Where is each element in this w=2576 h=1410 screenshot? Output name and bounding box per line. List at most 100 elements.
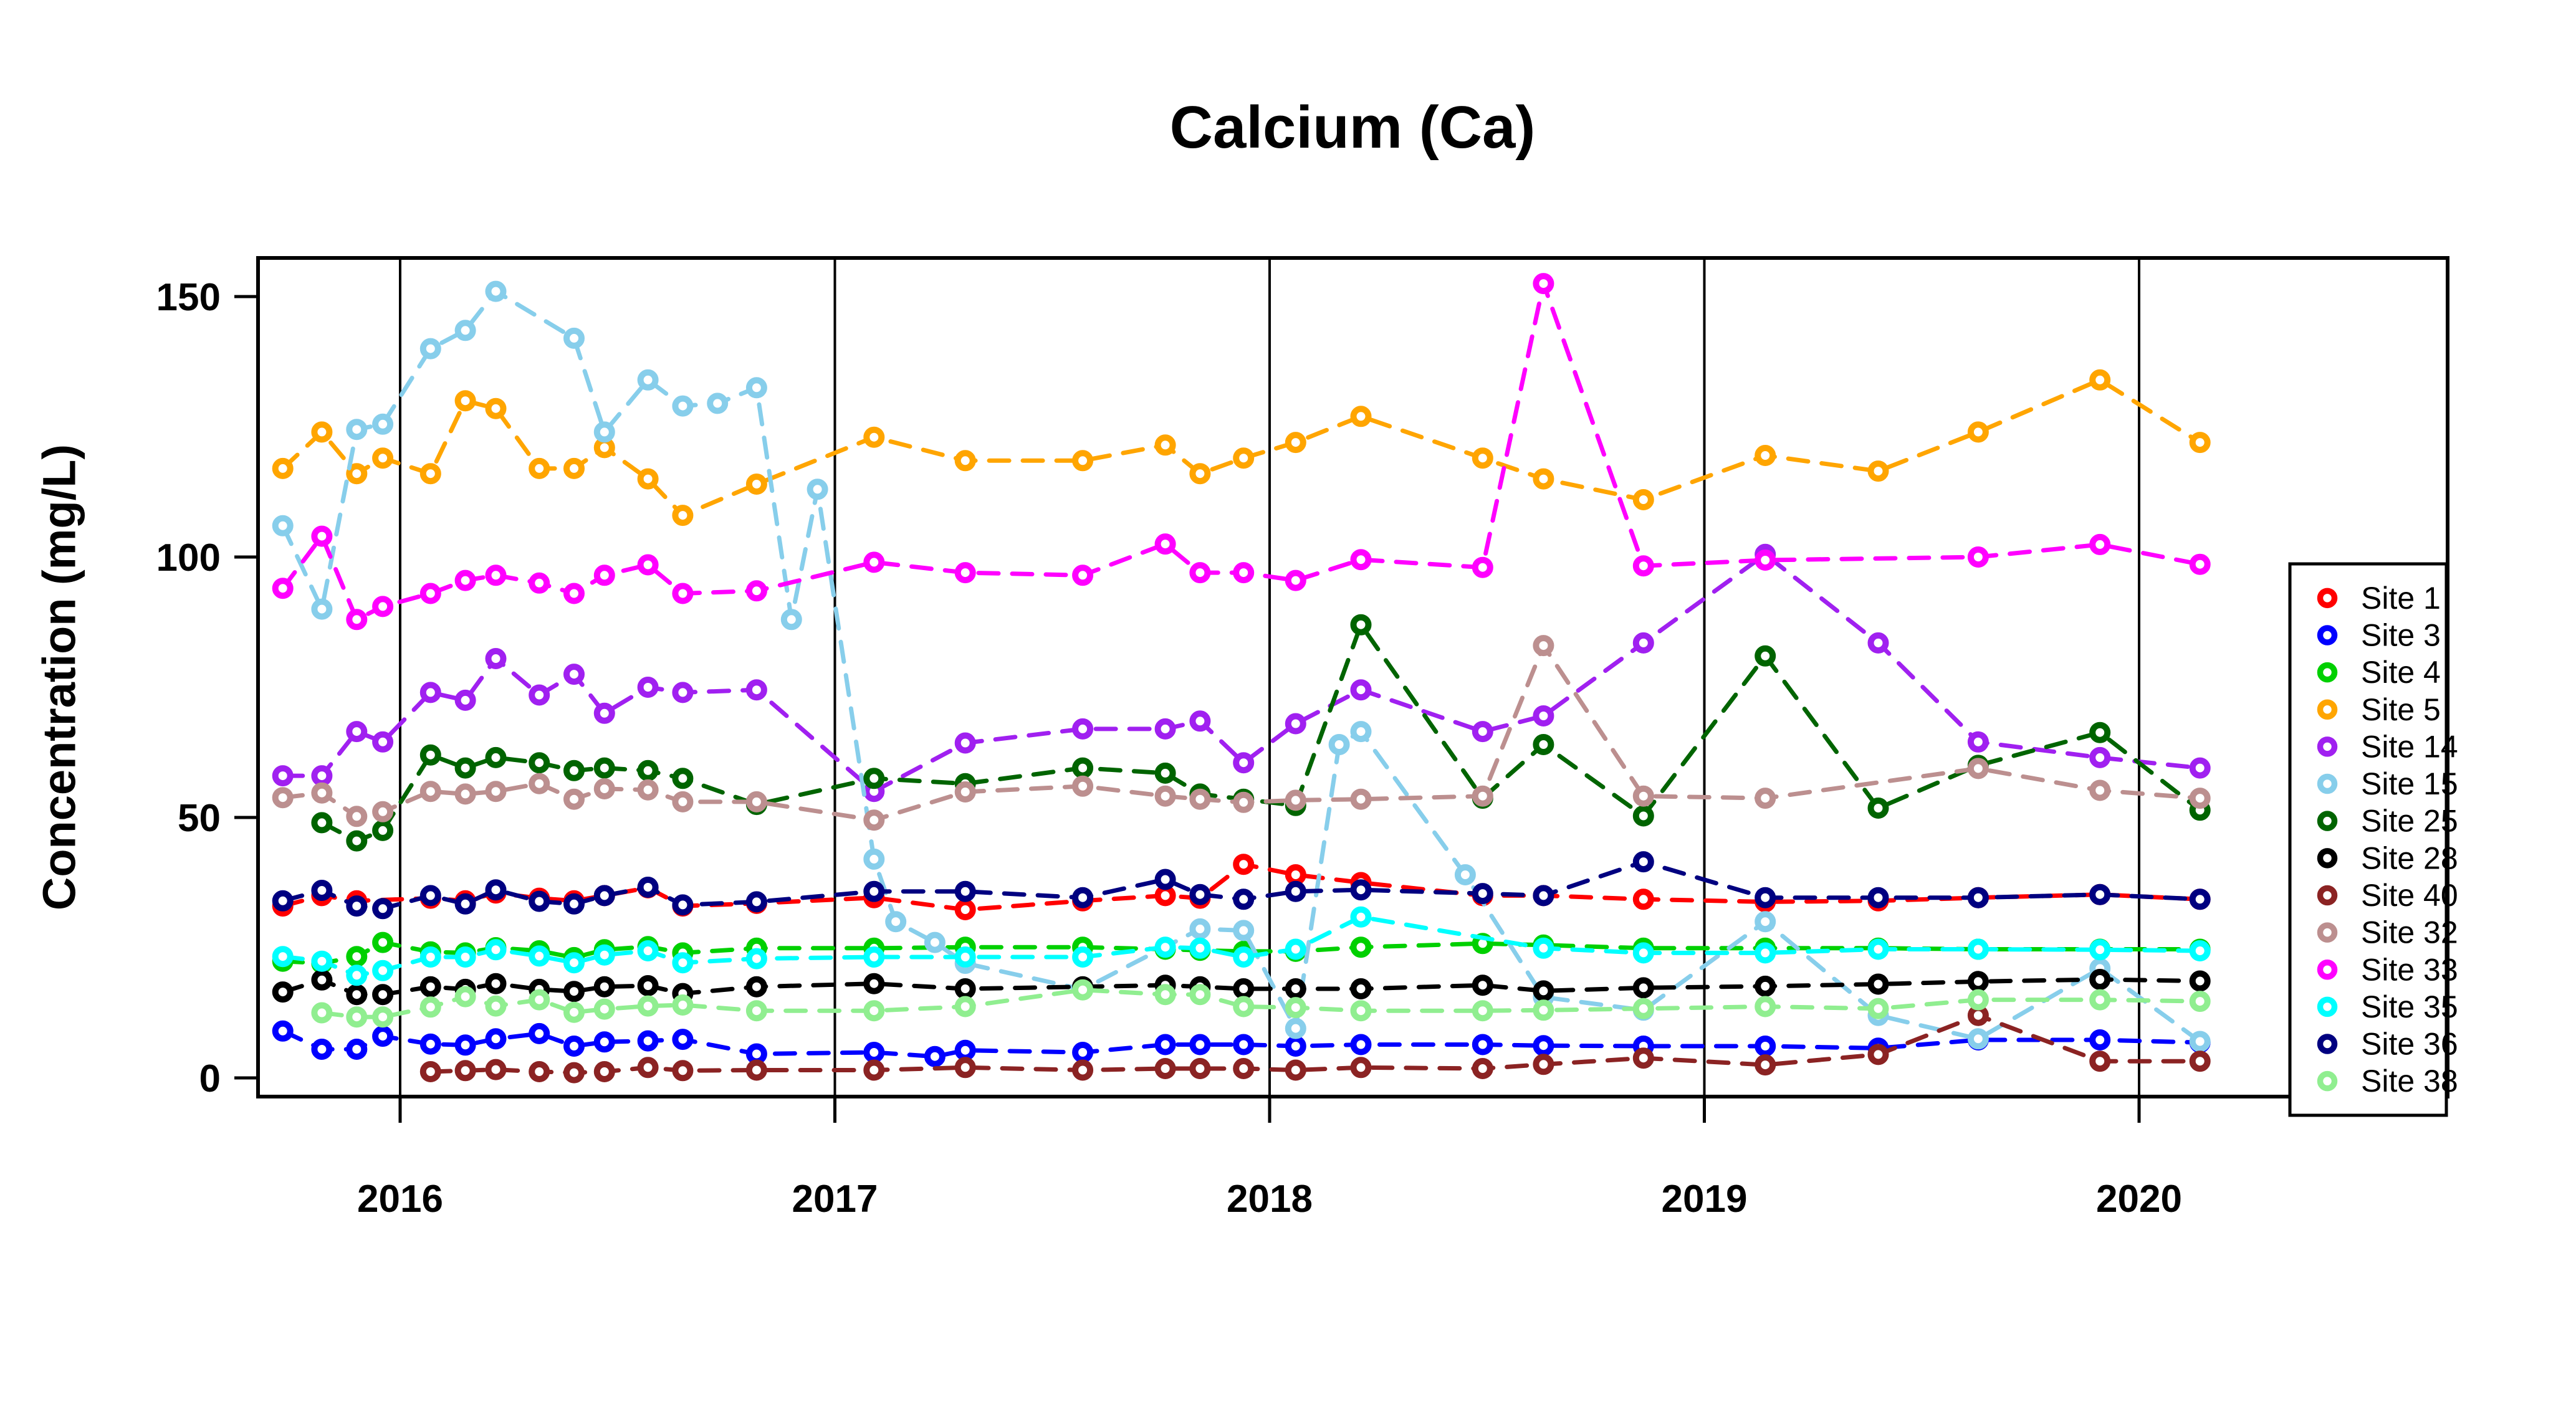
data-point-site-32 — [672, 791, 694, 812]
data-point-site-35 — [637, 940, 659, 961]
data-point-site-14 — [1285, 713, 1306, 735]
data-point-site-32 — [1285, 789, 1306, 811]
data-point-site-5 — [1350, 406, 1372, 427]
data-point-site-25 — [1072, 757, 1094, 779]
data-point-site-25 — [485, 746, 507, 768]
data-point-site-25 — [1867, 798, 1889, 819]
data-point-site-14 — [1967, 731, 1989, 753]
data-point-site-28 — [346, 984, 368, 1006]
data-point-site-38 — [2189, 991, 2211, 1012]
data-point-site-32 — [529, 773, 550, 794]
data-point-site-36 — [529, 890, 550, 912]
data-point-site-35 — [419, 946, 441, 968]
data-point-site-15 — [1285, 1017, 1306, 1039]
data-point-site-38 — [1632, 998, 1654, 1019]
data-point-site-4 — [372, 931, 394, 953]
series-line-site-25 — [319, 620, 2203, 844]
data-point-site-15 — [593, 421, 615, 443]
data-point-site-28 — [372, 984, 394, 1006]
data-point-site-38 — [1755, 996, 1776, 1017]
data-point-site-38 — [637, 995, 659, 1017]
legend-swatch-site-5 — [2317, 699, 2338, 720]
data-point-site-38 — [311, 1002, 333, 1024]
data-point-site-40 — [1472, 1058, 1493, 1079]
data-point-site-35 — [593, 944, 615, 966]
data-point-site-5 — [311, 421, 333, 443]
data-point-site-35 — [1632, 942, 1654, 964]
data-point-site-36 — [1233, 888, 1255, 910]
data-point-site-33 — [1350, 549, 1372, 571]
data-point-site-33 — [311, 525, 333, 547]
data-point-site-32 — [863, 809, 885, 831]
data-point-site-15 — [346, 419, 368, 441]
data-point-site-15 — [863, 848, 885, 870]
data-point-site-33 — [637, 554, 659, 576]
data-point-site-5 — [346, 463, 368, 485]
data-point-site-15 — [311, 598, 333, 620]
x-tick-label-2018: 2018 — [1227, 1178, 1313, 1221]
data-point-site-15 — [780, 609, 802, 631]
data-point-site-1 — [1154, 885, 1176, 907]
data-point-site-36 — [1350, 879, 1372, 901]
data-point-site-5 — [1154, 434, 1176, 456]
data-point-site-36 — [1632, 851, 1654, 873]
data-point-site-40 — [2189, 1050, 2211, 1072]
data-point-site-3 — [2089, 1029, 2111, 1050]
data-point-site-32 — [485, 781, 507, 803]
data-point-site-40 — [637, 1057, 659, 1079]
data-point-site-3 — [1533, 1035, 1554, 1057]
data-point-site-5 — [672, 505, 694, 526]
data-point-site-15 — [2189, 1031, 2211, 1052]
data-point-site-3 — [745, 1043, 767, 1065]
legend-box — [2288, 562, 2448, 1117]
data-point-site-35 — [1233, 946, 1255, 968]
data-point-site-32 — [372, 801, 394, 822]
data-point-site-5 — [1472, 447, 1493, 469]
data-point-site-36 — [346, 895, 368, 917]
data-point-site-33 — [954, 562, 976, 584]
data-point-site-14 — [1867, 632, 1889, 654]
data-point-site-33 — [2089, 533, 2111, 555]
legend-swatch-site-35 — [2317, 996, 2338, 1017]
data-point-site-32 — [346, 806, 368, 827]
data-point-site-15 — [485, 280, 507, 302]
data-point-site-28 — [637, 975, 659, 996]
data-point-site-38 — [454, 986, 476, 1007]
data-point-site-3 — [311, 1039, 333, 1060]
data-point-site-38 — [745, 1000, 767, 1022]
data-point-site-28 — [745, 976, 767, 998]
data-point-site-28 — [563, 981, 585, 1003]
legend-label-site-40: Site 40 — [2361, 878, 2458, 913]
series-line-site-38 — [319, 988, 2203, 1019]
data-point-site-36 — [2089, 884, 2111, 905]
data-point-site-3 — [924, 1046, 946, 1067]
data-point-site-14 — [485, 648, 507, 669]
data-point-site-14 — [954, 732, 976, 754]
data-point-site-38 — [419, 996, 441, 1018]
data-point-site-3 — [419, 1033, 441, 1055]
data-point-site-40 — [1189, 1058, 1211, 1079]
data-point-site-32 — [2089, 779, 2111, 801]
data-point-site-28 — [2089, 969, 2111, 990]
legend-label-site-35: Site 35 — [2361, 989, 2458, 1024]
data-point-site-5 — [454, 390, 476, 412]
data-point-site-14 — [745, 679, 767, 701]
data-point-site-40 — [1867, 1044, 1889, 1065]
data-point-site-38 — [954, 996, 976, 1017]
data-point-site-28 — [954, 978, 976, 999]
data-point-site-15 — [672, 395, 694, 417]
data-point-site-36 — [745, 891, 767, 913]
data-point-site-33 — [454, 569, 476, 591]
data-point-site-38 — [593, 998, 615, 1020]
data-point-site-15 — [372, 413, 394, 435]
x-tick-label-2020: 2020 — [2096, 1178, 2182, 1221]
x-tick-label-2017: 2017 — [792, 1178, 878, 1221]
data-point-site-38 — [2089, 989, 2111, 1011]
data-point-site-33 — [672, 583, 694, 604]
data-point-site-33 — [272, 578, 294, 599]
data-point-site-40 — [2089, 1050, 2111, 1072]
data-point-site-35 — [2189, 940, 2211, 961]
data-point-site-32 — [419, 781, 441, 803]
data-point-site-28 — [863, 973, 885, 994]
data-point-site-5 — [863, 426, 885, 448]
